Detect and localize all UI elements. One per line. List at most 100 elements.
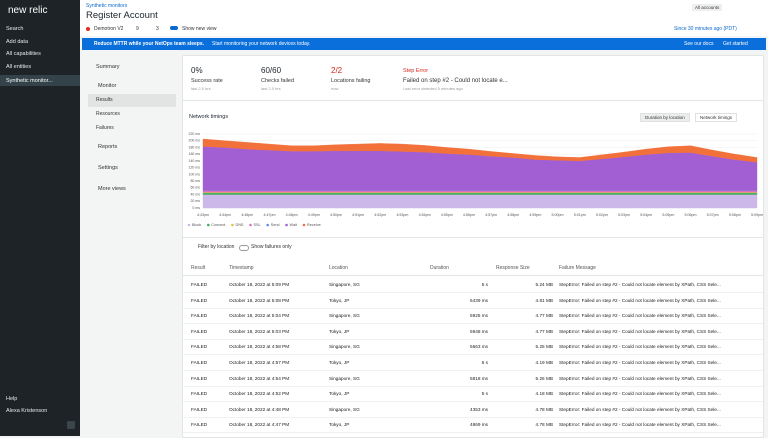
row-divider bbox=[183, 432, 763, 433]
y-tick-label: 60 ms bbox=[190, 186, 200, 190]
tags[interactable]: 3 bbox=[156, 26, 159, 32]
column-header[interactable]: Failure Message bbox=[559, 265, 596, 271]
issues[interactable]: 9 bbox=[136, 26, 139, 32]
legend-swatch bbox=[285, 224, 288, 227]
table-cell: 6 s bbox=[448, 360, 488, 365]
nav-item[interactable]: All capabilities bbox=[6, 51, 41, 57]
table-cell: October 18, 2022 at 4:58 PM bbox=[229, 344, 289, 349]
table-cell[interactable]: FAILED bbox=[191, 422, 207, 427]
table-cell[interactable]: FAILED bbox=[191, 298, 207, 303]
y-tick-label: 0 ms bbox=[192, 206, 200, 210]
chart: 0 ms20 ms40 ms60 ms80 ms100 ms120 ms140 … bbox=[183, 124, 763, 244]
toggle[interactable] bbox=[170, 26, 178, 30]
table-cell: Singapore, SG bbox=[329, 407, 360, 412]
y-tick-label: 80 ms bbox=[190, 179, 200, 183]
stat-label: Checks failed bbox=[261, 78, 294, 84]
filter-toggle[interactable]: Show failures only bbox=[251, 244, 292, 250]
table-cell: 4.77 MB bbox=[513, 329, 553, 334]
x-tick-label: 5:06pm bbox=[685, 213, 697, 217]
legend-label: Connect bbox=[211, 223, 226, 227]
chart-title: Network timings bbox=[189, 114, 228, 120]
table-cell: 6439 ms bbox=[448, 298, 488, 303]
legend-swatch bbox=[207, 224, 210, 227]
table-cell: 5818 ms bbox=[448, 376, 488, 381]
nav-subitem[interactable]: Resources bbox=[96, 111, 120, 117]
time-picker[interactable]: Since 30 minutes ago (PDT) bbox=[674, 26, 737, 32]
stat-label: Success rate bbox=[191, 78, 223, 84]
nav-summary[interactable]: Summary bbox=[96, 64, 120, 70]
legend-label: Receive bbox=[307, 223, 321, 227]
breadcrumb[interactable]: Synthetic monitors bbox=[86, 3, 127, 9]
x-tick-label: 4:59pm bbox=[529, 213, 541, 217]
legend-label: DNS bbox=[235, 223, 243, 227]
stat-value: 60/60 bbox=[261, 66, 281, 75]
sidebar: new relic Synthetic monitor... Help Alex… bbox=[0, 0, 80, 436]
chart-button[interactable]: Duration by location bbox=[640, 113, 690, 122]
column-header[interactable]: Result bbox=[191, 265, 205, 271]
table-cell: October 18, 2022 at 4:47 PM bbox=[229, 422, 289, 427]
table-cell: 5 s bbox=[448, 391, 488, 396]
y-tick-label: 20 ms bbox=[190, 199, 200, 203]
user[interactable]: Alexa Kristenson bbox=[6, 408, 47, 414]
row-divider bbox=[183, 401, 763, 402]
content-card: 0%Success ratelast 2.5 hrs60/60Checks fa… bbox=[182, 55, 764, 438]
stat-value: 2/2 bbox=[331, 66, 342, 75]
nav-item[interactable]: Add data bbox=[6, 39, 28, 45]
nav-item[interactable]: Search bbox=[6, 26, 23, 32]
stat-label: Locations failing bbox=[331, 78, 370, 84]
stat-note: Last error detected 5 minutes ago bbox=[403, 86, 463, 91]
table-cell: Tokyo, JP bbox=[329, 360, 349, 365]
filter-button[interactable]: Filter by location bbox=[198, 244, 234, 250]
table-cell: Tokyo, JP bbox=[329, 298, 349, 303]
nav-item[interactable]: All entities bbox=[6, 64, 31, 70]
table-cell: 5563 ms bbox=[448, 344, 488, 349]
table-cell: 4.81 MB bbox=[513, 298, 553, 303]
x-tick-label: 4:46pm bbox=[241, 213, 253, 217]
table-cell: Singapore, SG bbox=[329, 376, 360, 381]
nav-group[interactable]: Settings bbox=[98, 165, 118, 171]
legend-swatch bbox=[188, 224, 191, 227]
x-tick-label: 5:05pm bbox=[662, 213, 674, 217]
accounts[interactable]: All accounts bbox=[692, 4, 722, 11]
y-tick-label: 100 ms bbox=[189, 172, 201, 176]
help[interactable]: Help bbox=[6, 396, 17, 402]
nav-subitem[interactable]: Results bbox=[96, 97, 113, 103]
table-cell: 4.77 MB bbox=[513, 313, 553, 318]
nav-group[interactable]: Reports bbox=[98, 144, 117, 150]
nav-subitem[interactable]: Failures bbox=[96, 125, 114, 131]
table-cell[interactable]: FAILED bbox=[191, 407, 207, 412]
toggle[interactable] bbox=[239, 245, 249, 251]
divider bbox=[183, 237, 763, 238]
nav-group[interactable]: More views bbox=[98, 186, 126, 192]
banner-cta[interactable]: Get started bbox=[723, 41, 748, 47]
nav-item[interactable]: Synthetic monitor... bbox=[6, 78, 53, 84]
column-header[interactable]: Duration bbox=[430, 265, 449, 271]
table-cell: StepError: Failed on step #2 - Could not… bbox=[559, 282, 721, 287]
row-divider bbox=[183, 323, 763, 324]
table-cell[interactable]: FAILED bbox=[191, 329, 207, 334]
table-cell[interactable]: FAILED bbox=[191, 376, 207, 381]
collapse-button[interactable] bbox=[67, 421, 75, 429]
logo[interactable]: new relic bbox=[8, 5, 47, 16]
table-cell[interactable]: FAILED bbox=[191, 391, 207, 396]
column-header[interactable]: Response Size bbox=[496, 265, 530, 271]
column-header[interactable]: Timestamp bbox=[229, 265, 254, 271]
account[interactable]: Demotron V2 bbox=[94, 26, 123, 32]
table-cell[interactable]: FAILED bbox=[191, 282, 207, 287]
nav-monitor[interactable]: Monitor bbox=[98, 83, 116, 89]
y-tick-label: 140 ms bbox=[189, 159, 201, 163]
table-cell: StepError: Failed on step #2 - Could not… bbox=[559, 313, 721, 318]
status-dot bbox=[86, 27, 90, 31]
banner-docs[interactable]: See our docs bbox=[684, 41, 713, 47]
table-cell[interactable]: FAILED bbox=[191, 313, 207, 318]
table-cell: 5.25 MB bbox=[513, 344, 553, 349]
divider bbox=[183, 275, 763, 276]
x-tick-label: 4:52pm bbox=[374, 213, 386, 217]
chart-button[interactable]: Network timings bbox=[695, 113, 737, 122]
toggle-label[interactable]: Show new view bbox=[182, 26, 216, 32]
table-cell[interactable]: FAILED bbox=[191, 344, 207, 349]
column-header[interactable]: Location bbox=[329, 265, 348, 271]
x-tick-label: 4:43pm bbox=[197, 213, 209, 217]
table-cell[interactable]: FAILED bbox=[191, 360, 207, 365]
legend-label: SSL bbox=[253, 223, 260, 227]
